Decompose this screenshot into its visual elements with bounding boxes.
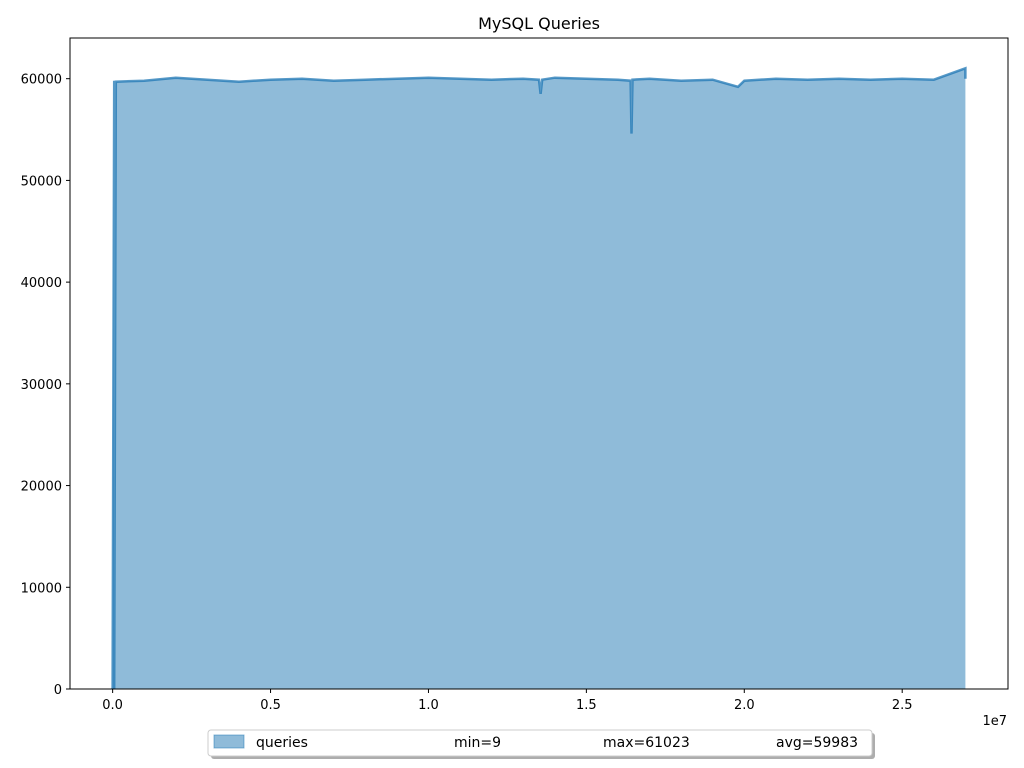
legend-avg: avg=59983: [776, 735, 858, 751]
legend-max: max=61023: [603, 735, 690, 751]
y-tick-label: 0: [54, 683, 62, 698]
x-tick-label: 2.0: [734, 698, 755, 713]
y-axis: 0 10000 20000 30000 40000 50000 60000: [21, 73, 70, 698]
x-tick-label: 0.5: [260, 698, 281, 713]
plot-area: [111, 66, 967, 690]
x-axis-offset-label: 1e7: [982, 714, 1007, 729]
legend: queries min=9 max=61023 avg=59983: [207, 729, 875, 759]
x-tick-label: 1.5: [576, 698, 597, 713]
x-tick-label: 1.0: [418, 698, 439, 713]
y-tick-label: 50000: [21, 174, 62, 189]
queries-line: [111, 66, 967, 689]
y-tick-label: 10000: [21, 581, 62, 596]
chart-title: MySQL Queries: [478, 14, 600, 33]
y-tick-label: 20000: [21, 480, 62, 495]
y-tick-label: 40000: [21, 276, 62, 291]
legend-swatch: [213, 734, 245, 749]
legend-label: queries: [256, 735, 308, 751]
x-tick-label: 2.5: [892, 698, 913, 713]
legend-min: min=9: [454, 735, 501, 751]
axes-frame: [69, 37, 1009, 690]
y-tick-label: 30000: [21, 378, 62, 393]
y-tick-label: 60000: [21, 73, 62, 88]
x-tick-label: 0.0: [102, 698, 123, 713]
legend-box: [207, 729, 873, 757]
queries-area: [112, 68, 966, 690]
x-axis: 0.0 0.5 1.0 1.5 2.0 2.5: [102, 689, 913, 713]
